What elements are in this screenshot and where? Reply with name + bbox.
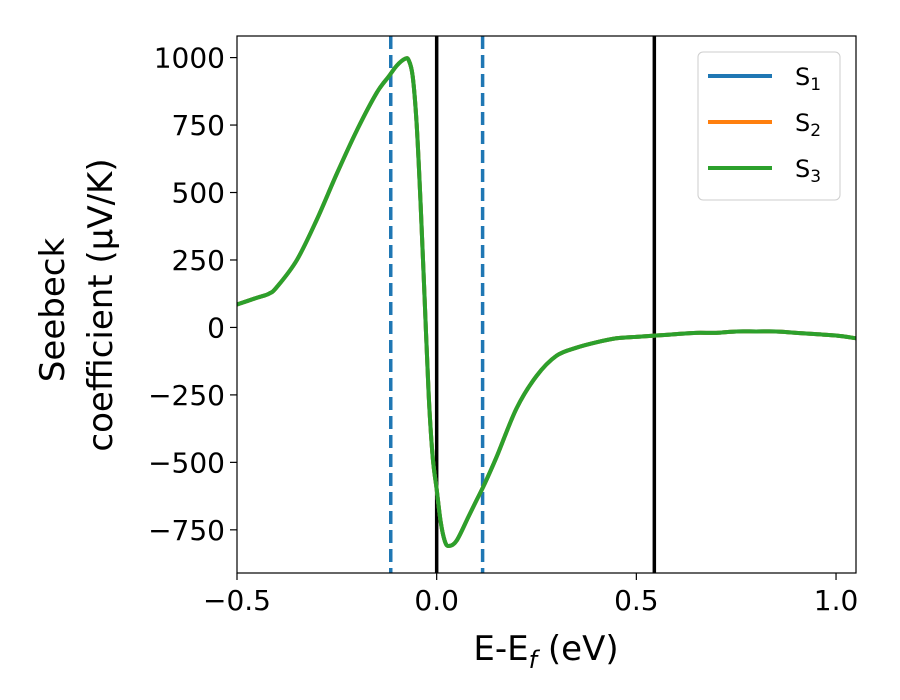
y-tick-label: 500 xyxy=(172,177,225,210)
y-tick-label: −500 xyxy=(148,446,225,479)
y-tick-label: −250 xyxy=(148,379,225,412)
legend-label-main: S xyxy=(795,63,810,91)
legend-label-s1: S1 xyxy=(795,63,821,95)
legend-label-s2: S2 xyxy=(795,109,821,141)
y-axis-title-line2: coefficient (μV/K) xyxy=(81,158,121,451)
legend-label-s3: S3 xyxy=(795,155,821,187)
legend-label-subscript: 1 xyxy=(810,75,821,95)
x-axis: −0.5 0.0 0.5 1.0 xyxy=(203,573,858,617)
series-lines xyxy=(237,56,856,549)
legend-label-main: S xyxy=(795,109,810,137)
x-tick-label: −0.5 xyxy=(203,584,271,617)
y-tick-label: 250 xyxy=(172,244,225,277)
plot-frame xyxy=(236,35,857,574)
x-axis-title-unit: (eV) xyxy=(537,629,619,669)
legend-label-subscript: 2 xyxy=(810,121,821,141)
legend-box xyxy=(697,51,841,201)
x-axis-title: E-Ef (eV) xyxy=(473,629,618,674)
legend-label-subscript: 3 xyxy=(810,167,821,187)
y-tick-label: −750 xyxy=(148,514,225,547)
y-axis-title: Seebeck coefficient (μV/K) xyxy=(33,158,121,451)
y-axis-title-line1: Seebeck xyxy=(33,238,73,383)
x-tick-label: 0.5 xyxy=(614,584,659,617)
x-tick-label: 0.0 xyxy=(414,584,459,617)
y-tick-label: 0 xyxy=(207,311,225,344)
y-tick-label: 750 xyxy=(172,109,225,142)
legend-label-main: S xyxy=(795,155,810,183)
series-line-s3 xyxy=(237,56,856,549)
y-tick-label: 1000 xyxy=(154,42,225,75)
y-axis: −750 −500 −250 0 250 500 750 1000 xyxy=(148,42,237,547)
x-tick-label: 1.0 xyxy=(814,584,859,617)
